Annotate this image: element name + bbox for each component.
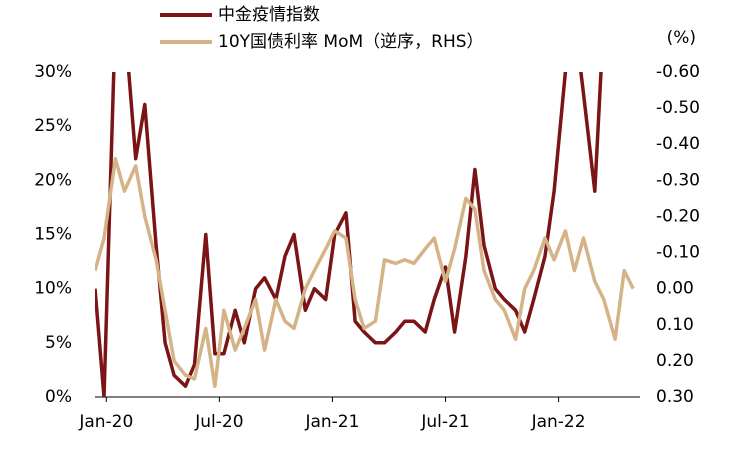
- y-tick-label: 20%: [34, 170, 72, 190]
- y2-tick-label: 0.20: [656, 351, 694, 371]
- legend-label: 中金疫情指数: [218, 5, 320, 25]
- y-tick-label: 0%: [45, 387, 72, 407]
- y-tick-label: 5%: [45, 333, 72, 353]
- x-tick-label: Jan-21: [304, 412, 359, 432]
- y2-tick-label: -0.40: [656, 134, 700, 154]
- y2-tick-label: -0.50: [656, 98, 700, 118]
- x-tick-label: Jul-20: [194, 412, 243, 432]
- x-tick-label: Jan-20: [78, 412, 133, 432]
- y2-tick-label: 0.00: [656, 279, 694, 299]
- y2-tick-label: -0.20: [656, 206, 700, 226]
- y2-tick-label: -0.60: [656, 62, 700, 82]
- y2-tick-label: 0.30: [656, 387, 694, 407]
- y2-tick-label: -0.10: [656, 243, 700, 263]
- legend-label: 10Y国债利率 MoM（逆序，RHS）: [218, 32, 484, 52]
- y-tick-label: 10%: [34, 279, 72, 299]
- y2-axis-label: (%): [667, 28, 696, 48]
- x-tick-label: Jul-21: [420, 412, 469, 432]
- y-tick-label: 15%: [34, 225, 72, 245]
- y2-tick-label: -0.30: [656, 170, 700, 190]
- series-line: [95, 156, 635, 388]
- y-tick-label: 30%: [34, 62, 72, 82]
- y2-tick-label: 0.10: [656, 315, 694, 335]
- plot-area: [95, 72, 635, 397]
- x-tick-label: Jan-22: [531, 412, 586, 432]
- y-tick-label: 25%: [34, 116, 72, 136]
